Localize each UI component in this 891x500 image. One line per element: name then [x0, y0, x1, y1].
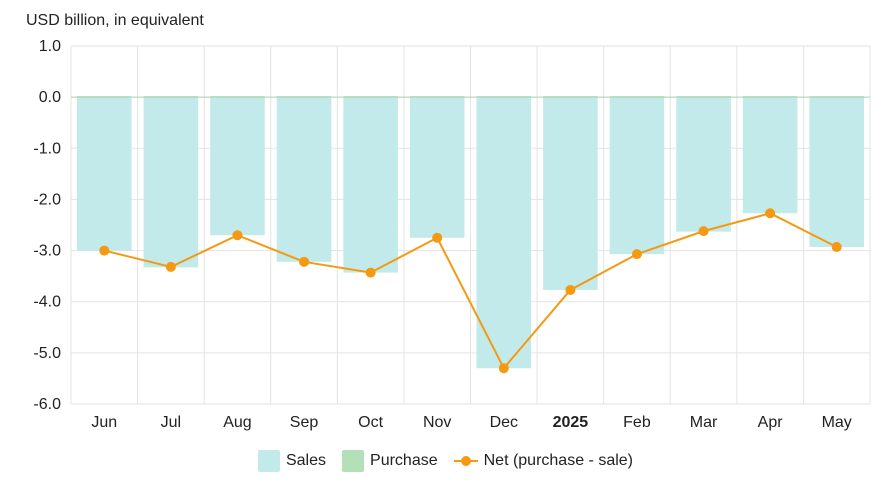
net-line — [104, 212, 838, 370]
bar-sales — [210, 97, 265, 236]
y-tick-label: -4.0 — [33, 294, 61, 311]
chart-legend: Sales Purchase Net (purchase - sale) — [0, 450, 891, 472]
legend-sales-label: Sales — [285, 452, 327, 469]
x-tick-label: Oct — [358, 414, 383, 431]
y-tick-label: -5.0 — [33, 345, 61, 362]
x-tick-label: Jun — [91, 414, 117, 431]
net-point — [565, 284, 576, 295]
net-point — [165, 261, 176, 272]
net-point — [498, 363, 509, 374]
legend-net-label: Net (purchase - sale) — [483, 452, 633, 469]
x-tick-label: Dec — [490, 414, 518, 431]
bar-purchase — [476, 96, 532, 98]
y-tick-label: 1.0 — [39, 38, 61, 55]
bar-purchase — [809, 96, 865, 98]
net-point — [631, 249, 642, 260]
bar-purchase — [742, 96, 798, 98]
net-point — [99, 245, 110, 256]
bar-sales — [676, 97, 731, 232]
net-point — [232, 230, 243, 241]
bar-purchase — [676, 96, 731, 98]
net-point — [299, 256, 310, 267]
bar-sales — [476, 97, 532, 369]
bar-purchase — [409, 96, 465, 98]
net-point — [698, 226, 709, 237]
bar-sales — [809, 97, 865, 247]
y-tick-label: 0.0 — [39, 89, 61, 106]
bar-sales — [143, 97, 199, 268]
bar-purchase — [343, 96, 398, 98]
y-tick-label: -3.0 — [33, 243, 61, 260]
y-tick-label: -1.0 — [33, 140, 61, 157]
net-point — [831, 241, 842, 252]
x-tick-label: May — [822, 414, 852, 431]
legend-item-net[interactable]: Net (purchase - sale) — [453, 450, 633, 472]
bar-sales — [76, 97, 132, 251]
legend-item-sales[interactable]: Sales — [257, 450, 327, 472]
bar-sales — [276, 97, 332, 262]
y-axis-unit-label: USD billion, in equivalent — [26, 12, 204, 29]
x-tick-label: Sep — [290, 414, 319, 431]
bar-sales — [742, 97, 798, 214]
x-tick-label: 2025 — [553, 414, 589, 431]
bar-sales — [543, 97, 598, 290]
x-tick-label: Aug — [223, 414, 251, 431]
net-point — [765, 208, 776, 219]
bar-purchase — [276, 96, 332, 98]
y-tick-label: -6.0 — [33, 396, 61, 413]
bar-sales — [609, 97, 665, 255]
legend-net-swatch — [453, 450, 478, 472]
bar-purchase — [543, 96, 598, 98]
bar-purchase — [210, 96, 265, 98]
y-tick-label: -2.0 — [33, 191, 61, 208]
legend-sales-swatch — [257, 450, 280, 472]
x-tick-label: Nov — [423, 414, 451, 431]
bar-sales — [343, 97, 398, 273]
bar-purchase — [76, 96, 132, 98]
bar-sales — [409, 97, 465, 238]
legend-purchase-label: Purchase — [370, 452, 438, 469]
net-point — [365, 267, 376, 278]
x-tick-label: Feb — [623, 414, 651, 431]
bar-purchase — [143, 96, 199, 98]
bar-purchase — [609, 96, 665, 98]
legend-purchase-swatch — [342, 450, 365, 472]
x-tick-label: Apr — [758, 414, 784, 431]
legend-item-purchase[interactable]: Purchase — [342, 450, 438, 472]
x-tick-label: Jul — [161, 414, 181, 431]
x-tick-label: Mar — [690, 414, 718, 431]
net-point — [432, 232, 443, 243]
